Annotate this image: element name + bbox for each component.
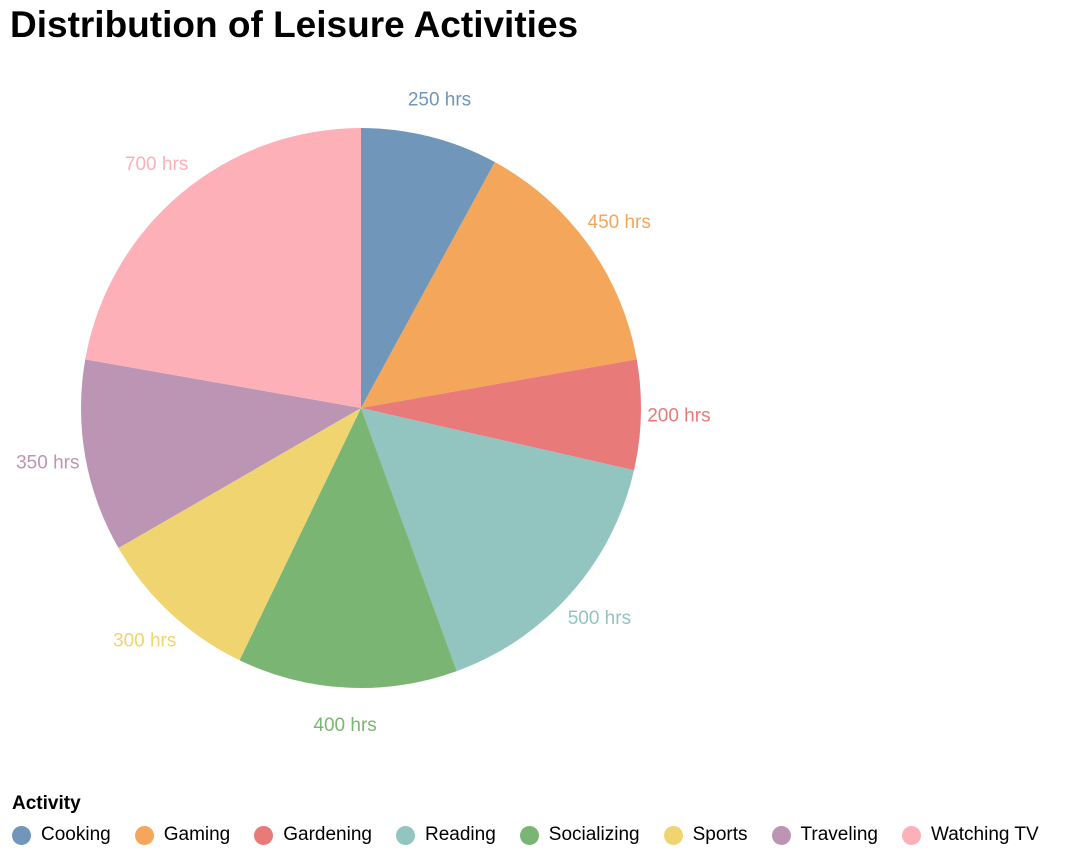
slice-value-label-gaming: 450 hrs (588, 212, 651, 233)
legend-label: Traveling (800, 824, 878, 845)
legend: Cooking Gaming Gardening Reading Socializing… (12, 824, 1063, 846)
pie-slice-gaming (361, 162, 637, 408)
legend-swatch (663, 825, 683, 845)
legend-swatch (12, 825, 31, 845)
slice-value-label-watching-tv: 700 hrs (125, 154, 188, 175)
legend-item-sports: Sports (663, 824, 748, 846)
slice-value-label-traveling: 350 hrs (16, 453, 79, 474)
pie-slice-sports (118, 408, 361, 661)
pie-slice-watching-tv (85, 128, 361, 408)
legend-swatch (519, 825, 539, 845)
legend-item-socializing: Socializing (519, 824, 640, 846)
legend-swatch (901, 825, 921, 845)
legend-item-gardening: Gardening (254, 824, 372, 846)
legend-item-gaming: Gaming (134, 824, 231, 846)
legend-item-reading: Reading (395, 824, 496, 846)
legend-label: Gaming (163, 824, 231, 845)
legend-label: Socializing (548, 824, 640, 845)
legend-item-traveling: Traveling (771, 824, 878, 846)
legend-swatch (134, 825, 154, 845)
slice-value-label-reading: 500 hrs (568, 608, 631, 629)
pie-slice-traveling (80, 359, 361, 548)
legend-item-watching-tv: Watching TV (901, 824, 1039, 846)
slice-value-label-gardening: 200 hrs (647, 405, 710, 426)
legend-swatch (395, 825, 415, 845)
slice-value-label-socializing: 400 hrs (313, 715, 376, 736)
pie-slice-socializing (239, 408, 457, 688)
legend-title: Activity (12, 793, 81, 814)
legend-label: Gardening (283, 824, 372, 845)
legend-swatch (771, 825, 791, 845)
pie-slice-reading (361, 408, 634, 672)
legend-swatch (254, 825, 274, 845)
pie-slices (80, 128, 642, 688)
legend-label: Reading (424, 824, 496, 845)
legend-label: Cooking (41, 824, 111, 845)
legend-label: Watching TV (930, 824, 1039, 845)
slice-value-label-sports: 300 hrs (113, 631, 176, 652)
legend-item-cooking: Cooking (12, 824, 111, 846)
legend-label: Sports (692, 824, 748, 845)
slice-value-label-cooking: 250 hrs (408, 89, 471, 110)
chart-title: Distribution of Leisure Activities (10, 4, 579, 45)
pie-slice-cooking (361, 128, 495, 408)
pie-slice-gardening (361, 359, 642, 471)
pie-value-labels: 250 hrs 450 hrs 200 hrs 500 hrs 400 hrs 300 h… (16, 89, 710, 736)
